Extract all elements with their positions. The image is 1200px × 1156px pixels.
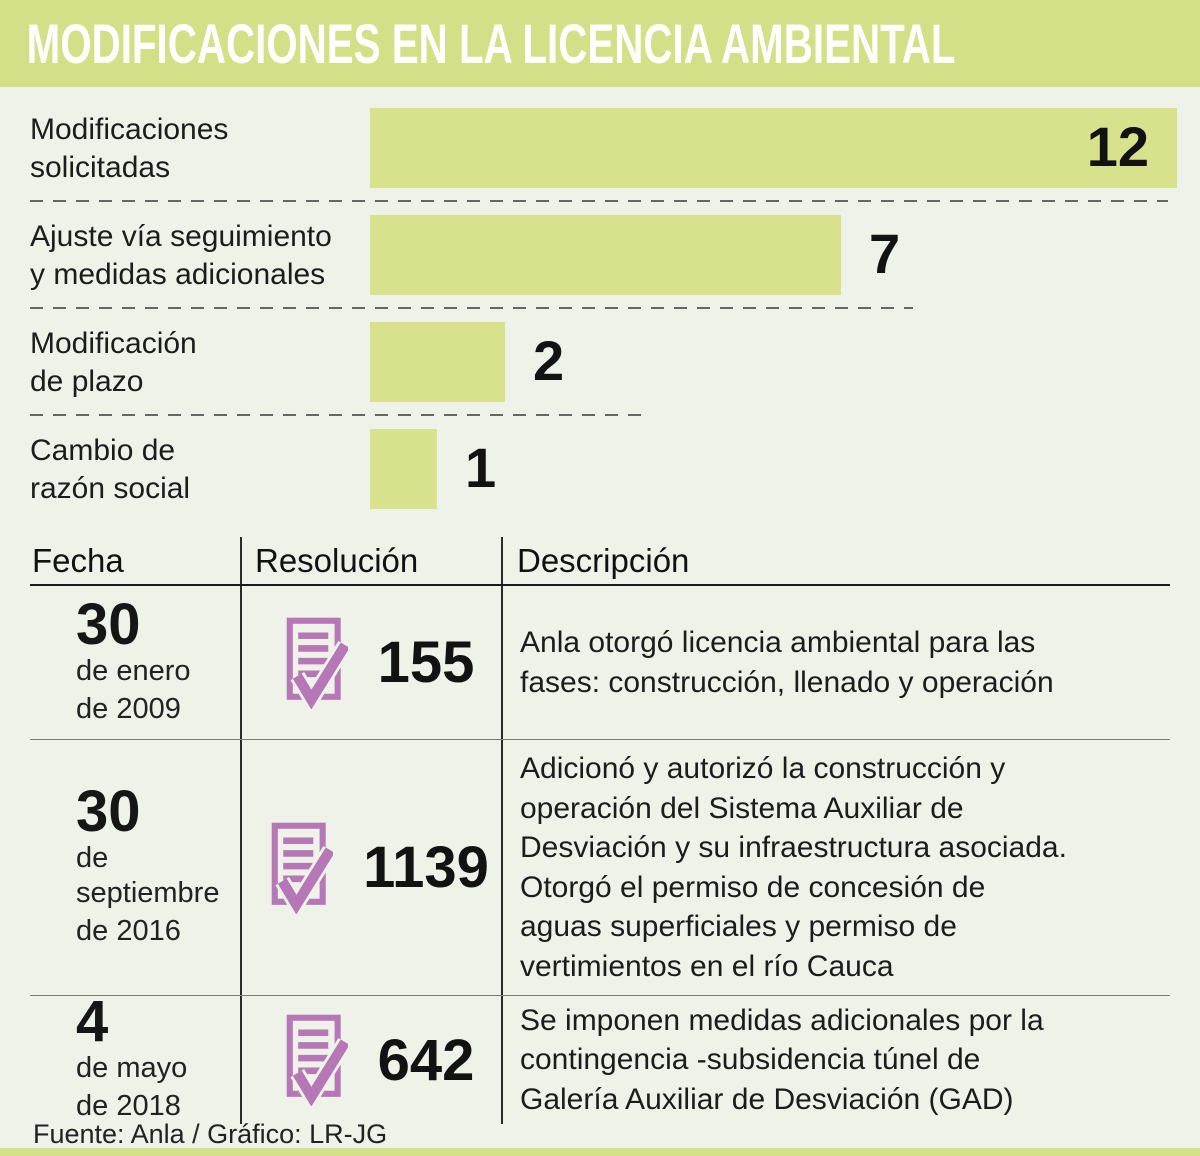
title-bar: MODIFICACIONES EN LA LICENCIA AMBIENTAL xyxy=(0,0,1200,87)
date-cell: 4 de mayo de 2018 xyxy=(30,989,240,1124)
bar-value-label: 2 xyxy=(533,329,565,392)
chart-row: Cambio de razón social 1 xyxy=(30,416,1170,523)
dashed-separator xyxy=(30,307,913,309)
document-check-icon xyxy=(286,1014,348,1106)
description-cell: Se imponen medidas adicionales por la co… xyxy=(520,1003,1044,1116)
source-credit: Fuente: Anla / Gráfico: LR-JG xyxy=(33,1119,388,1149)
modifications-bar-chart: Modificaciones solicitadas 12 Ajuste vía s… xyxy=(30,95,1177,523)
bar-value-label: 12 xyxy=(1086,114,1149,178)
resolution-cell: 642 xyxy=(240,996,503,1124)
date-month: de septiembre xyxy=(76,842,220,909)
resolution-number: 155 xyxy=(377,630,475,695)
chart-row: Modificaciones solicitadas 12 xyxy=(30,95,1177,202)
table-row: 30 de septiembre de 2016 1139 Adicionó y aut… xyxy=(30,740,1170,996)
chart-row: Modificación de plazo 2 xyxy=(30,309,1170,416)
bar xyxy=(370,429,437,509)
column-header-resolucion: Resolución xyxy=(240,537,503,584)
resolution-cell: 1139 xyxy=(240,740,503,995)
document-check-icon xyxy=(286,617,348,709)
document-check-icon xyxy=(271,822,334,914)
dashed-separator xyxy=(30,414,645,416)
bar xyxy=(370,322,505,402)
table-row: 4 de mayo de 2018 642 Se imponen medidas adi… xyxy=(30,989,1170,1124)
chart-row: Ajuste vía seguimiento y medidas adicion… xyxy=(30,202,1170,309)
date-day: 30 xyxy=(76,779,141,844)
resolution-number: 642 xyxy=(377,1027,475,1093)
bar-category-label: Ajuste vía seguimiento y medidas adicion… xyxy=(30,219,332,291)
resolution-cell: 155 xyxy=(240,586,503,739)
date-month: de enero xyxy=(76,654,191,687)
description-cell: Adicionó y autorizó la construcción y op… xyxy=(520,752,1067,983)
bar-category-label: Modificación de plazo xyxy=(30,326,197,398)
bar-value-label: 1 xyxy=(465,436,497,499)
dashed-separator xyxy=(30,200,1168,202)
bar: 12 xyxy=(370,108,1177,188)
date-cell: 30 de septiembre de 2016 xyxy=(30,740,240,995)
bar xyxy=(370,215,841,295)
date-year: de 2009 xyxy=(76,692,181,725)
date-year: de 2016 xyxy=(76,915,181,947)
table-row: 30 de enero de 2009 155 Anla otorgó licencia… xyxy=(30,586,1170,740)
date-year: de 2018 xyxy=(76,1090,181,1122)
column-header-descripcion: Descripción xyxy=(517,541,690,579)
page-title: MODIFICACIONES EN LA LICENCIA AMBIENTAL xyxy=(26,12,956,75)
resolution-number: 1139 xyxy=(363,835,489,900)
bar-category-label: Cambio de razón social xyxy=(30,433,191,505)
resolutions-table: Fecha Resolución Descripción 30 de enero d… xyxy=(30,537,1170,1124)
table-header-row: Fecha Resolución Descripción xyxy=(30,537,1170,586)
column-header-fecha: Fecha xyxy=(32,541,124,579)
description-cell: Anla otorgó licencia ambiental para las … xyxy=(520,626,1054,699)
bottom-accent-strip xyxy=(0,1148,1200,1156)
date-day: 4 xyxy=(76,989,109,1054)
bar-value-label: 7 xyxy=(869,222,901,285)
bar-category-label: Modificaciones solicitadas xyxy=(30,112,229,184)
date-day: 30 xyxy=(76,591,141,657)
date-cell: 30 de enero de 2009 xyxy=(30,586,240,739)
date-month: de mayo xyxy=(76,1052,188,1084)
